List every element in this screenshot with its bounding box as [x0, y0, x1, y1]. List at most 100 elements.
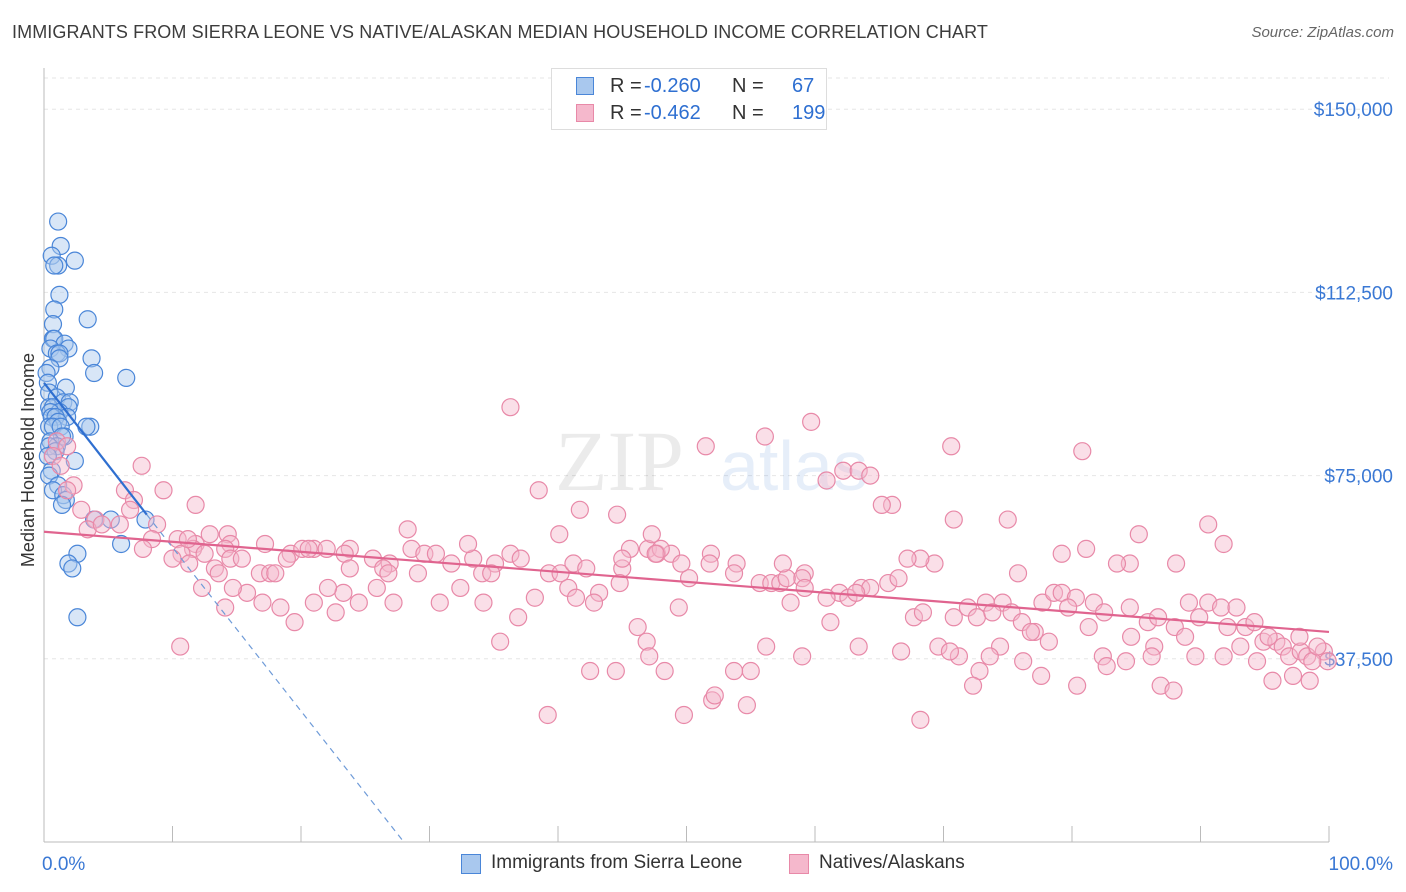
natives-point — [795, 578, 814, 598]
sierra-leone-point — [117, 368, 136, 387]
natives-point — [1068, 676, 1087, 695]
natives-point — [1039, 632, 1058, 651]
sierra-leone-point — [49, 212, 68, 231]
natives-point — [581, 661, 600, 681]
natives-point — [501, 398, 520, 417]
watermark-atlas: atlas — [720, 427, 868, 505]
natives-point — [566, 588, 586, 607]
bottom-legend-swatch-blue — [461, 854, 481, 874]
sierra-leone-trend-extension — [146, 514, 405, 843]
natives-point — [1008, 564, 1028, 583]
natives-point — [940, 642, 960, 661]
natives-point — [696, 437, 715, 456]
natives-point — [430, 593, 449, 612]
natives-point — [253, 593, 272, 612]
sierra-leone-point — [37, 363, 56, 383]
natives-point — [898, 549, 917, 568]
natives-point — [1107, 554, 1127, 573]
natives-point — [340, 559, 359, 578]
natives-point — [980, 647, 999, 666]
natives-point — [304, 593, 323, 612]
natives-point — [1025, 622, 1044, 642]
natives-point — [1300, 671, 1319, 690]
natives-point — [221, 534, 240, 554]
sierra-leone-point — [49, 476, 68, 495]
natives-point — [1059, 598, 1078, 617]
natives-point — [724, 564, 744, 583]
sierra-leone-trend-line — [43, 382, 148, 516]
chart-title: IMMIGRANTS FROM SIERRA LEONE VS NATIVE/A… — [12, 22, 988, 42]
natives-point — [163, 549, 182, 568]
natives-point — [620, 539, 640, 558]
y-tick-label: $112,500 — [1315, 283, 1393, 304]
natives-point — [889, 569, 908, 588]
natives-point — [637, 632, 656, 651]
natives-trend-line — [43, 530, 1330, 634]
natives-point — [232, 549, 251, 568]
natives-point — [200, 525, 219, 544]
natives-point — [773, 554, 792, 573]
natives-point — [1122, 627, 1141, 646]
natives-point — [482, 564, 501, 583]
natives-point — [209, 564, 228, 583]
grid-lines — [44, 77, 1389, 660]
natives-point — [1308, 637, 1327, 656]
legend-swatch-blue — [576, 77, 594, 95]
natives-point — [132, 456, 151, 475]
natives-point — [250, 564, 269, 583]
sierra-leone-point — [49, 256, 68, 275]
natives-point — [963, 676, 983, 695]
natives-point — [904, 608, 924, 627]
natives-point — [367, 578, 386, 598]
legend-r-value: -0.462 — [644, 102, 701, 124]
natives-point — [408, 564, 428, 583]
natives-point — [1199, 515, 1218, 534]
natives-point — [1214, 647, 1233, 666]
natives-point — [110, 515, 129, 534]
natives-point — [1166, 554, 1186, 573]
natives-point — [47, 432, 66, 451]
natives-point — [703, 691, 722, 710]
natives-point — [458, 534, 478, 554]
natives-point — [559, 578, 578, 598]
sierra-leone-point — [45, 256, 64, 275]
natives-point — [326, 603, 345, 622]
sierra-leone-point — [51, 417, 70, 436]
natives-point — [1214, 534, 1233, 554]
legend-n-value: 199 — [792, 102, 826, 124]
natives-point — [1120, 554, 1139, 573]
legend-swatch-pink — [576, 104, 594, 122]
natives-point — [724, 661, 744, 681]
sierra-leone-point — [65, 251, 84, 270]
natives-point — [511, 549, 530, 568]
natives-point — [584, 593, 604, 612]
legend-r-value: -0.260 — [644, 75, 701, 97]
natives-point — [334, 583, 353, 602]
natives-point — [261, 564, 280, 583]
natives-point — [795, 564, 814, 583]
natives-point — [608, 505, 627, 524]
watermark-zip: ZIP — [555, 413, 684, 509]
natives-point — [1186, 647, 1205, 666]
natives-point — [398, 520, 417, 539]
y-tick-label: $37,500 — [1324, 650, 1393, 671]
natives-point — [817, 471, 836, 490]
sierra-leone-point — [63, 559, 82, 578]
natives-point — [1073, 442, 1092, 461]
natives-point — [1179, 593, 1199, 612]
sierra-leone-point — [82, 349, 101, 368]
natives-point — [911, 710, 930, 729]
natives-point — [861, 466, 880, 485]
natives-point — [1164, 681, 1183, 700]
natives-point — [538, 705, 557, 725]
natives-point — [847, 583, 866, 602]
sierra-leone-point — [38, 373, 57, 392]
natives-point — [1280, 647, 1299, 666]
natives-point — [834, 461, 853, 480]
natives-point — [1245, 613, 1264, 632]
natives-point — [942, 437, 961, 456]
natives-point — [1129, 525, 1148, 544]
natives-point — [78, 520, 97, 539]
natives-point — [529, 481, 548, 500]
y-tick-label: $150,000 — [1314, 100, 1393, 121]
